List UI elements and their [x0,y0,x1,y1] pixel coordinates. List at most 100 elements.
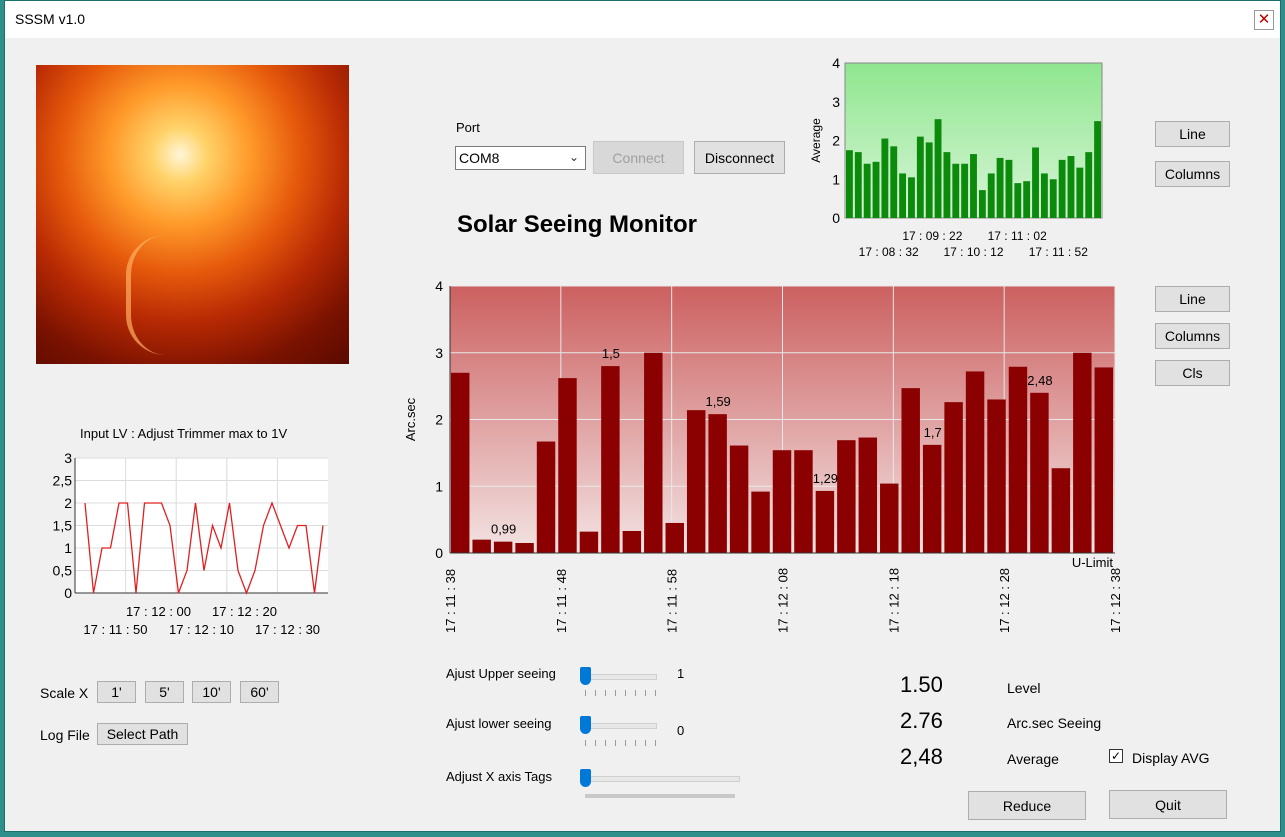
seeing-bar [1073,352,1092,553]
seeing-bar [579,531,599,553]
scale-60min-button[interactable]: 60' [240,681,279,703]
port-select[interactable]: COM8 ⌄ [455,146,586,170]
seeing-y-tick: 2 [435,412,443,428]
avg-bar [943,152,951,218]
seeing-chart: 0 1 2 3 4 17 : 11 : 38 17 : 11 : 48 17 : 11 : 5… [403,278,1120,633]
seeing-y-tick: 3 [435,345,443,361]
scale-x-label: Scale X [40,685,89,701]
seeing-bar [794,450,813,553]
scale-10min-button[interactable]: 10' [192,681,231,703]
avg-bar [1076,167,1084,218]
avg-y-tick: 2 [832,133,840,149]
avg-bar [1005,159,1013,218]
average-columns-button[interactable]: Columns [1155,161,1230,187]
avg-x-tick: 17 : 11 : 52 [1029,245,1088,259]
seeing-data-label: 2,48 [1027,373,1052,388]
seeing-y-tick: 4 [435,278,443,294]
seeing-bar [686,410,706,553]
avg-bar [1023,181,1031,218]
upper-seeing-thumb[interactable] [580,667,591,685]
seeing-bar [858,437,878,553]
seeing-bar [987,399,1006,553]
seeing-bar [837,440,856,553]
seeing-limit-label: U-Limit [1072,555,1114,570]
avg-bar [1085,152,1093,218]
disconnect-button[interactable]: Disconnect [694,141,785,174]
avg-bar [1032,147,1039,218]
average-label: Average [1007,751,1059,767]
avg-bar [899,173,907,218]
port-select-value: COM8 [459,150,500,166]
seeing-bar [901,388,920,553]
scale-5min-button[interactable]: 5' [145,681,184,703]
close-button[interactable]: ✕ [1254,10,1274,30]
solar-image [36,65,349,364]
seeing-bar [1094,367,1113,553]
seeing-bar [493,541,513,553]
window-title: SSSM v1.0 [15,11,86,27]
avg-bar [881,138,889,218]
chevron-down-icon: ⌄ [568,150,579,164]
scale-1min-button[interactable]: 1' [97,681,136,703]
avg-bar [1058,159,1066,218]
lower-seeing-thumb[interactable] [580,716,591,734]
seeing-bar [472,539,491,553]
reduce-button[interactable]: Reduce [968,791,1086,820]
average-line-button[interactable]: Line [1155,121,1230,147]
display-avg-checkbox[interactable]: ✓ [1109,749,1123,763]
select-path-button[interactable]: Select Path [97,723,188,745]
seeing-label: Arc.sec Seeing [1007,715,1102,731]
seeing-columns-button[interactable]: Columns [1155,323,1230,349]
average-value: 2,48 [900,744,943,769]
lower-seeing-value: 0 [677,723,685,738]
input-chart-title: Input LV : Adjust Trimmer max to 1V [80,426,288,441]
input-y-tick: 2,5 [53,473,73,489]
avg-bar [908,177,915,218]
level-label: Level [1007,680,1041,696]
seeing-y-label: Arc.sec [403,397,418,441]
lower-seeing-ticks [585,740,657,746]
avg-bar [846,150,853,218]
avg-x-tick: 17 : 11 : 02 [988,229,1047,243]
seeing-x-tick: 17 : 12 : 28 [997,568,1012,633]
seeing-bar [772,450,792,553]
seeing-bar [922,444,942,553]
display-avg-label: Display AVG [1132,750,1210,766]
lower-seeing-track[interactable] [583,723,657,729]
seeing-bar [451,372,470,553]
input-x-tick: 17 : 11 : 50 [83,622,147,637]
input-x-tick: 17 : 12 : 20 [212,604,277,619]
seeing-x-tick: 17 : 11 : 58 [665,569,680,633]
seeing-value: 2.76 [900,708,943,733]
input-y-tick: 3 [64,450,72,466]
input-y-tick: 0 [64,585,72,601]
avg-y-label: Average [809,118,823,163]
seeing-bar [1030,392,1049,553]
avg-bar [987,173,995,218]
quit-button[interactable]: Quit [1109,790,1227,819]
x-axis-tags-bar [585,794,735,798]
seeing-bar [622,530,642,553]
clear-button[interactable]: Cls [1155,360,1230,386]
x-axis-tags-track[interactable] [583,776,740,782]
upper-seeing-track[interactable] [583,674,657,680]
x-axis-tags-thumb[interactable] [580,769,591,787]
seeing-bar [708,414,727,553]
seeing-x-tick: 17 : 11 : 38 [443,569,458,633]
seeing-y-tick: 1 [435,478,443,494]
avg-bar [854,152,862,218]
seeing-y-tick: 0 [435,545,443,561]
seeing-bar [665,522,684,553]
seeing-data-label: 1,59 [705,394,730,409]
avg-bar [1094,121,1101,218]
avg-bar [996,157,1004,218]
avg-y-tick: 0 [832,210,840,226]
input-line [84,501,324,595]
connect-button[interactable]: Connect [593,141,684,174]
upper-seeing-ticks [585,690,657,696]
input-x-tick: 17 : 12 : 10 [169,622,234,637]
title-bar: SSSM v1.0 ✕ [5,1,1280,38]
seeing-line-button[interactable]: Line [1155,286,1230,312]
input-y-tick: 2 [64,495,72,511]
avg-bar [952,163,960,218]
